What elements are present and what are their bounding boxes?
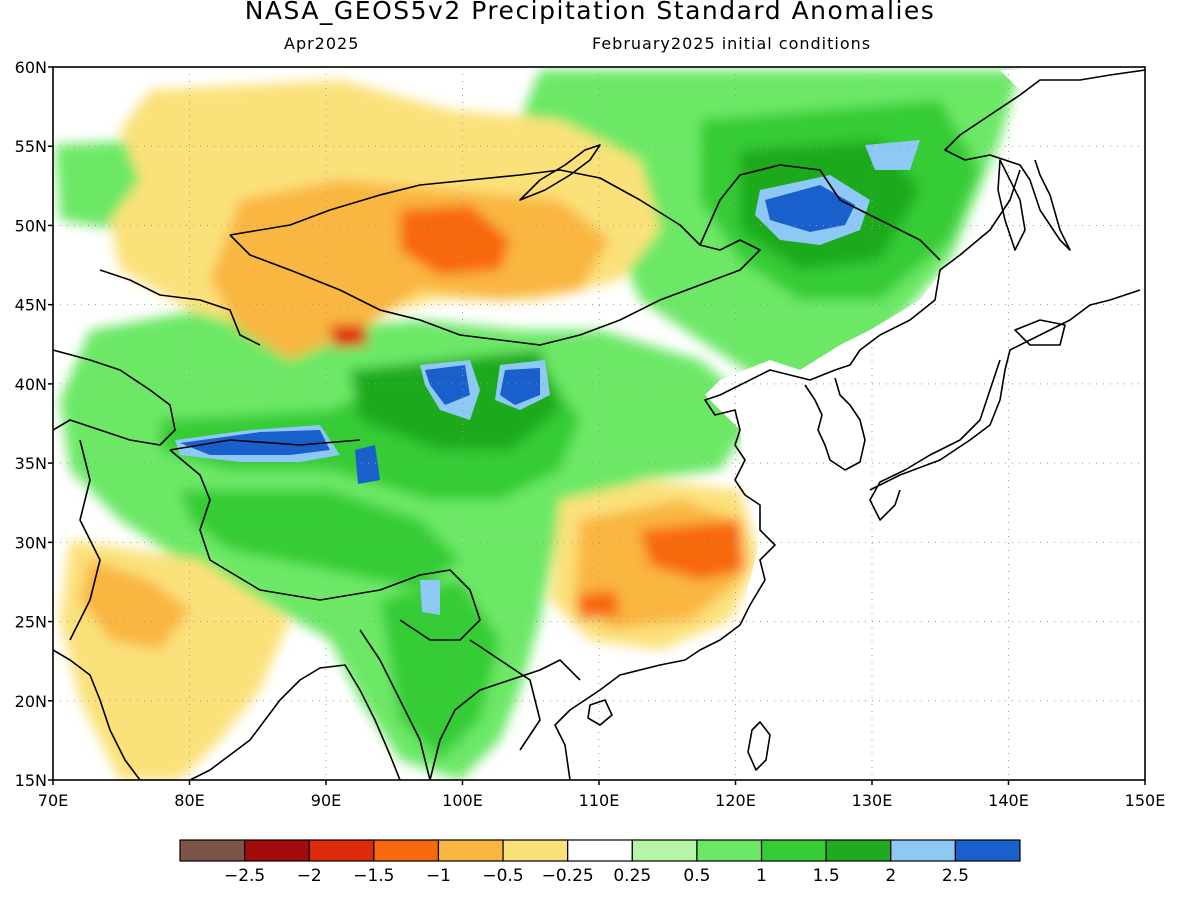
- anomaly-area-red-southchina: [640, 520, 745, 580]
- colorbar: −2.5 −2 −1.5 −1 −0.5 −0.25 0.25 0.5 1 1.5 2 2.5: [179, 839, 1021, 886]
- colorbar-swatch: [373, 839, 440, 862]
- lat-tick-label: 30N: [15, 533, 47, 552]
- lon-tick-label: 70E: [38, 791, 68, 810]
- lon-tick-label: 140E: [988, 791, 1029, 810]
- colorbar-swatch: [760, 839, 827, 862]
- ocean-mask-southchinasea: [560, 640, 780, 780]
- colorbar-swatch: [696, 839, 763, 862]
- lon-tick-label: 100E: [442, 791, 483, 810]
- border-himalaya: [169, 449, 481, 641]
- border-russia-china: [699, 164, 941, 261]
- anomaly-area-darkgreen-indochina: [380, 580, 500, 760]
- lon-tick-label: 120E: [715, 791, 756, 810]
- colorbar-label: 2.5: [942, 866, 969, 886]
- anomaly-area-orange-india: [80, 560, 190, 650]
- colorbar-swatch: [308, 839, 375, 862]
- colorbar-swatch: [890, 839, 956, 862]
- lat-tick-label: 40N: [15, 375, 47, 394]
- map-title: NASA_GEOS5v2 Precipitation Standard Anom…: [244, 0, 936, 25]
- colorbar-label: 0.25: [613, 866, 651, 886]
- coastline-east-asia: [944, 69, 1145, 251]
- border-laos-vietnam: [469, 639, 541, 751]
- colorbar-label: −1.5: [353, 866, 394, 886]
- border-myanmar: [359, 629, 431, 780]
- anomaly-area-darkblue-north: [765, 185, 855, 232]
- colorbar-swatch: [502, 839, 569, 862]
- lon-tick-label: 90E: [311, 791, 341, 810]
- coastline-indochina: [429, 659, 581, 780]
- ocean-mask-pacific: [705, 67, 1145, 780]
- coastline-japan: [869, 289, 1141, 521]
- anomaly-area-orange-mongolia: [210, 180, 610, 360]
- lat-tick-label: 15N: [15, 771, 47, 790]
- valid-month-label: Apr2025: [284, 34, 360, 53]
- graticule: [53, 67, 1145, 780]
- anomaly-field: [53, 67, 1145, 780]
- anomaly-area-red-southchina-2: [575, 590, 620, 620]
- colorbar-swatch: [954, 839, 1021, 862]
- lon-tick-label: 110E: [579, 791, 620, 810]
- lon-tick-label: 80E: [174, 791, 204, 810]
- colorbar-label: −0.25: [542, 866, 594, 886]
- colorbar-label: 1.5: [813, 866, 840, 886]
- anomaly-area-darkblue-gansu: [500, 368, 540, 405]
- lat-tick-label: 50N: [15, 216, 47, 235]
- colorbar-label: 1: [756, 866, 767, 886]
- coastline-hokkaido: [1014, 319, 1066, 346]
- border-central-asia: [53, 349, 176, 446]
- longitude-axis: 70E 80E 90E 100E 110E 120E 130E 140E 150E: [38, 780, 1166, 810]
- colorbar-swatch: [825, 839, 892, 862]
- colorbar-label: −0.5: [482, 866, 523, 886]
- colorbar-swatch: [244, 839, 310, 862]
- border-kazakhstan: [99, 269, 261, 346]
- ocean-mask-bengal: [190, 665, 390, 780]
- coastline-okhotsk: [554, 169, 1021, 780]
- lat-tick-label: 60N: [15, 58, 47, 77]
- lat-tick-label: 45N: [15, 296, 47, 315]
- lon-tick-label: 150E: [1125, 791, 1166, 810]
- anomaly-area-blue-northeast: [865, 140, 920, 170]
- initial-conditions-label: February2025 initial conditions: [592, 34, 872, 53]
- colorbar-label: −1: [426, 866, 451, 886]
- anomaly-area-darkblue-south-tibet: [355, 445, 380, 484]
- colorbar-label: −2: [297, 866, 322, 886]
- lat-tick-label: 35N: [15, 454, 47, 473]
- coastline-india: [53, 649, 401, 780]
- coastline-baikal: [519, 144, 601, 201]
- colorbar-swatch: [567, 839, 633, 862]
- lat-tick-label: 55N: [15, 137, 47, 156]
- coastline-korea: [804, 377, 866, 471]
- coastline-taiwan-hainan: [587, 699, 771, 771]
- border-pakistan-india: [69, 439, 101, 641]
- anomaly-area-red-core: [330, 325, 368, 348]
- colorbar-swatch: [179, 839, 246, 862]
- anomaly-area-darkgreen-tibet: [180, 490, 460, 590]
- colorbar-swatch: [437, 839, 504, 862]
- border-tibet-china: [169, 439, 361, 451]
- colorbar-swatch: [631, 839, 698, 862]
- anomaly-area-blue-myanmar: [420, 580, 440, 615]
- coastline-sakhalin: [997, 159, 1026, 251]
- coastlines-and-borders: [53, 69, 1145, 780]
- anomaly-area-orange-core: [400, 205, 510, 275]
- latitude-axis: 60N 55N 50N 45N 40N 35N 30N 25N 20N 15N: [15, 58, 53, 790]
- lat-tick-label: 25N: [15, 613, 47, 632]
- colorbar-label: 2: [885, 866, 896, 886]
- colorbar-label: −2.5: [224, 866, 265, 886]
- lon-tick-label: 130E: [852, 791, 893, 810]
- colorbar-label: 0.5: [683, 866, 710, 886]
- border-mongolia: [229, 169, 761, 346]
- lat-tick-label: 20N: [15, 692, 47, 711]
- anomaly-area-darkblue-qinghai: [425, 365, 470, 405]
